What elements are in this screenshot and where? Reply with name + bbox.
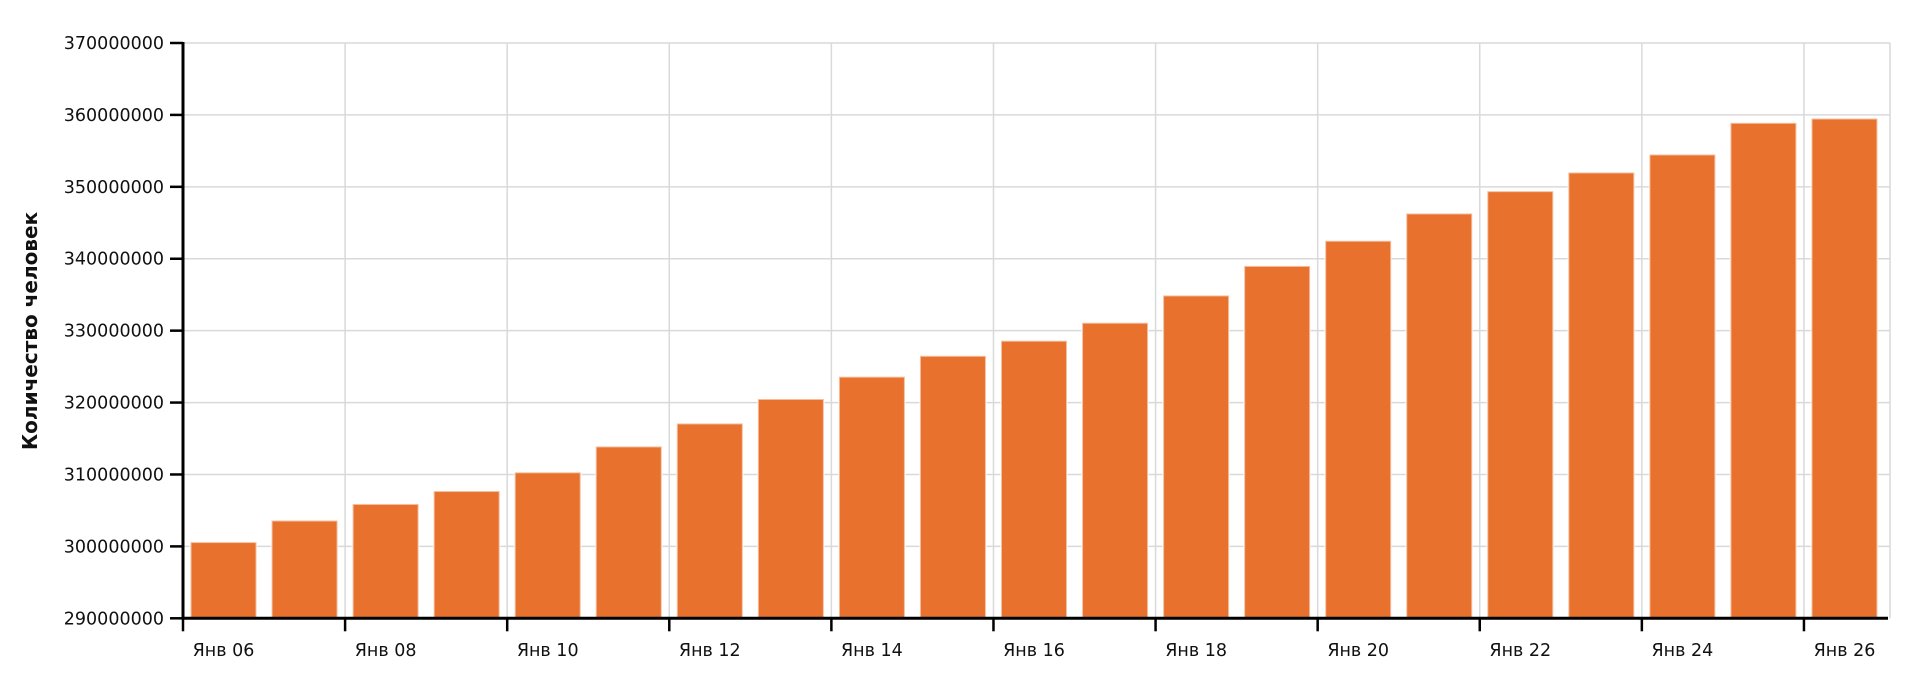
y-tick-label: 330000000	[64, 322, 164, 342]
x-tick-label: Янв 08	[355, 641, 417, 661]
bar	[1324, 239, 1393, 620]
bar	[270, 519, 339, 620]
bar	[1648, 153, 1717, 620]
bar	[1162, 294, 1231, 620]
y-axis-title: Количество человек	[18, 211, 42, 451]
bar	[351, 502, 420, 620]
y-tick-label: 360000000	[64, 106, 164, 126]
bar	[1243, 264, 1312, 620]
bar	[1081, 321, 1150, 620]
bar	[1486, 190, 1555, 620]
y-tick-label: 350000000	[64, 178, 164, 198]
x-tick-label: Янв 24	[1652, 641, 1714, 661]
bar	[189, 541, 258, 620]
bar	[756, 397, 825, 620]
bar	[432, 490, 501, 620]
x-tick-label: Янв 16	[1003, 641, 1065, 661]
x-tick-label: Янв 06	[193, 641, 255, 661]
bar	[1729, 121, 1798, 620]
y-tick-label: 290000000	[64, 609, 164, 629]
bar	[1810, 117, 1879, 620]
bar	[594, 445, 663, 620]
x-tick-label: Янв 20	[1327, 641, 1389, 661]
x-tick-label: Янв 14	[841, 641, 903, 661]
x-tick-label: Янв 26	[1814, 641, 1876, 661]
x-tick-label: Янв 18	[1165, 641, 1227, 661]
y-tick-label: 340000000	[64, 250, 164, 270]
bar	[1567, 171, 1636, 620]
bar	[513, 471, 582, 620]
y-tick-label: 300000000	[64, 537, 164, 557]
y-tick-label: 370000000	[64, 34, 164, 54]
bar	[675, 422, 744, 620]
bar	[1405, 212, 1474, 620]
bar	[918, 354, 987, 620]
x-tick-label: Янв 22	[1489, 641, 1551, 661]
y-tick-label: 310000000	[64, 465, 164, 485]
x-tick-label: Янв 12	[679, 641, 741, 661]
bar	[1000, 339, 1068, 620]
bar	[837, 375, 906, 620]
x-tick-label: Янв 10	[517, 641, 579, 661]
y-tick-label: 320000000	[64, 394, 164, 414]
